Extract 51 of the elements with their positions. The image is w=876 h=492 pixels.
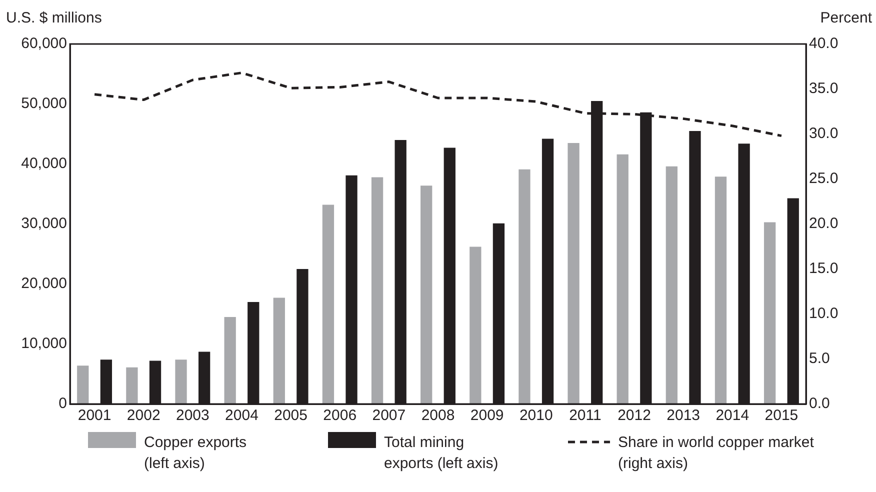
x-tick-label: 2005 — [274, 407, 308, 424]
y2-axis-title: Percent — [820, 10, 873, 27]
y-tick-label: 0 — [58, 395, 67, 412]
x-tick-label: 2006 — [323, 407, 357, 424]
x-tick-label: 2010 — [519, 407, 553, 424]
y2-tick-label: 0.0 — [809, 395, 830, 412]
x-tick-label: 2014 — [716, 407, 750, 424]
bar — [77, 366, 89, 404]
x-tick-label: 2002 — [126, 407, 160, 424]
bar — [224, 317, 236, 404]
y-tick-label: 20,000 — [21, 275, 67, 292]
x-tick-label: 2012 — [618, 407, 651, 424]
y2-tick-label: 20.0 — [809, 215, 838, 232]
y2-tick-label: 25.0 — [809, 170, 838, 188]
bar — [764, 222, 776, 404]
x-tick-label: 2009 — [470, 407, 504, 424]
bar — [616, 154, 628, 404]
y-tick-label: 40,000 — [21, 155, 67, 172]
legend-label: Share in world copper market (right axis) — [618, 433, 815, 474]
y-tick-label: 50,000 — [21, 95, 67, 112]
y2-tick-label: 35.0 — [809, 80, 838, 98]
bar — [470, 246, 482, 404]
y-tick-label: 30,000 — [21, 215, 67, 232]
y2-tick-label: 10.0 — [809, 305, 838, 322]
legend-label: Copper exports (left axis) — [144, 433, 248, 474]
legend-label: Total mining exports (left axis) — [384, 433, 500, 474]
x-tick-label: 2011 — [569, 407, 602, 424]
y2-tick-label: 30.0 — [809, 125, 838, 142]
bar — [273, 298, 285, 404]
bar — [126, 367, 138, 404]
y2-tick-label: 40.0 — [809, 35, 838, 52]
y-tick-label: 60,000 — [21, 35, 67, 52]
x-tick-label: 2007 — [372, 407, 406, 424]
bar — [714, 176, 727, 404]
bar — [175, 360, 187, 404]
x-tick-label: 2013 — [666, 407, 700, 424]
bar — [666, 166, 678, 404]
bar — [371, 177, 384, 404]
x-tick-label: 2008 — [421, 407, 455, 424]
bar — [518, 169, 530, 404]
bar — [420, 186, 432, 404]
bar — [568, 143, 580, 404]
bar — [322, 204, 334, 404]
x-tick-label: 2015 — [764, 407, 798, 424]
y2-tick-label: 5.0 — [809, 350, 830, 368]
y-tick-label: 10,000 — [21, 335, 67, 352]
x-tick-label: 2003 — [176, 407, 210, 424]
y2-tick-label: 15.0 — [809, 260, 838, 278]
x-tick-label: 2004 — [225, 407, 258, 424]
x-tick-label: 2001 — [78, 407, 112, 424]
y-axis-title: U.S. $ millions — [6, 10, 102, 27]
